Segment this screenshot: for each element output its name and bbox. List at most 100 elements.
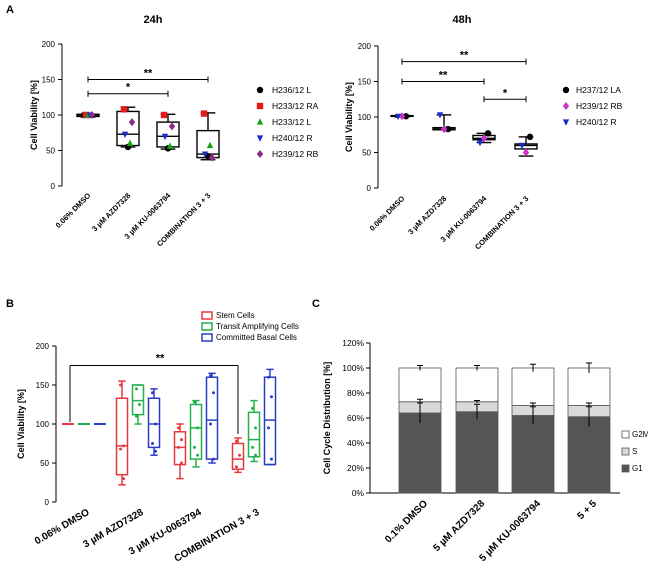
a48-data-point xyxy=(526,133,534,141)
a24-boxplot-box xyxy=(156,121,180,148)
b-data-point xyxy=(193,445,196,449)
c-bar-g1 xyxy=(567,416,611,494)
b-legend-label: Transit Amplifying Cells xyxy=(216,322,299,331)
a48-x-tick-label: 0.06% DMSO xyxy=(368,194,407,233)
a24-legend-marker xyxy=(256,135,264,142)
a24-significance-label: ** xyxy=(144,68,153,80)
a24-title: 24h xyxy=(144,14,163,26)
b-data-point xyxy=(235,465,238,469)
c-bar-g2m xyxy=(398,367,442,403)
b-boxplot-box xyxy=(247,411,261,458)
a48-data-point xyxy=(522,148,530,157)
a24-data-point xyxy=(161,133,169,141)
a48-y-tick-label: 200 xyxy=(358,42,372,51)
b-data-point xyxy=(119,447,122,451)
b-significance-label: ** xyxy=(156,353,165,365)
a24-data-point xyxy=(126,139,134,146)
a24-legend-label: H233/12 RA xyxy=(272,101,319,111)
a48-data-point xyxy=(402,113,410,120)
a48-y-axis-label: Cell Viability [%] xyxy=(344,82,354,152)
panel-label-a: A xyxy=(6,4,14,16)
b-y-tick-label: 150 xyxy=(36,381,50,390)
a24-data-point xyxy=(206,141,214,149)
b-boxplot-box xyxy=(231,442,245,470)
b-legend-label: Committed Basal Cells xyxy=(216,333,297,342)
b-data-point xyxy=(151,391,154,395)
a24-data-point xyxy=(82,111,90,119)
a48-y-tick-label: 0 xyxy=(367,184,372,193)
a48-data-point xyxy=(484,130,492,137)
b-legend-label: Stem Cells xyxy=(216,311,255,320)
c-legend-label: G2M xyxy=(632,430,648,439)
a48-legend-label: H239/12 RB xyxy=(576,101,623,111)
b-boxplot-box xyxy=(173,431,187,466)
c-legend-label: G1 xyxy=(632,464,643,473)
a24-x-tick-label: 3 µM AZD7328 xyxy=(90,191,132,233)
b-data-point xyxy=(270,395,273,399)
a48-data-point xyxy=(518,142,526,150)
b-data-point xyxy=(154,422,157,426)
b-legend-swatch xyxy=(201,311,213,320)
a24-data-point xyxy=(120,106,128,113)
b-data-point xyxy=(151,442,154,445)
b-data-point xyxy=(138,403,141,406)
b-data-point xyxy=(122,444,125,448)
b-data-point xyxy=(267,426,270,430)
a24-legend-label: H239/12 RB xyxy=(272,149,319,159)
c-y-tick-label: 80% xyxy=(347,388,364,398)
a48-x-tick-label: 3 µM AZD7328 xyxy=(406,194,448,236)
a48-data-point xyxy=(436,112,444,119)
a48-legend-label: H240/12 R xyxy=(576,117,617,127)
a24-significance-label: * xyxy=(126,82,131,94)
c-y-tick-label: 120% xyxy=(342,338,364,348)
b-boxplot-box xyxy=(147,397,161,449)
c-legend-swatch xyxy=(621,447,630,456)
c-legend-swatch xyxy=(621,430,630,439)
a24-data-point xyxy=(208,153,216,162)
b-y-tick-label: 200 xyxy=(36,342,50,351)
b-data-point xyxy=(119,383,122,387)
a48-legend-marker xyxy=(562,86,570,94)
a24-y-tick-label: 200 xyxy=(42,40,56,49)
b-boxplot-box xyxy=(263,376,277,466)
c-bar-g1 xyxy=(455,411,499,494)
c-y-axis-label: Cell Cycle Distribution [%] xyxy=(322,362,332,475)
a24-data-point xyxy=(201,151,209,158)
a24-data-point xyxy=(168,122,176,131)
a24-legend-label: H233/12 L xyxy=(272,117,311,127)
b-boxplot-box xyxy=(189,403,203,460)
a48-y-tick-label: 150 xyxy=(358,78,372,87)
a48-y-tick-label: 50 xyxy=(362,149,371,158)
a24-legend-marker xyxy=(256,150,264,158)
c-bar-g2m xyxy=(567,367,611,406)
b-data-point xyxy=(180,438,183,442)
a48-significance-label: * xyxy=(503,87,508,99)
a24-legend-label: H236/12 L xyxy=(272,85,311,95)
c-legend-label: S xyxy=(632,447,637,456)
c-x-tick-label: 5 µM AZD7328 xyxy=(432,498,488,554)
a24-data-point xyxy=(121,131,129,138)
b-data-point xyxy=(122,477,125,481)
a48-legend-label: H237/12 LA xyxy=(576,85,621,95)
b-data-point xyxy=(177,445,180,449)
a24-data-point xyxy=(128,118,136,127)
c-legend-swatch xyxy=(621,464,630,473)
a48-y-tick-label: 100 xyxy=(358,113,372,122)
a24-legend-marker xyxy=(256,86,264,94)
a24-data-point xyxy=(200,110,208,117)
c-y-tick-label: 40% xyxy=(347,438,364,448)
panel-label-b: B xyxy=(6,298,14,310)
a24-data-point xyxy=(166,142,174,149)
b-data-point xyxy=(251,406,254,410)
b-data-point xyxy=(270,457,273,461)
c-x-tick-label: 0.1% DMSO xyxy=(383,498,430,545)
b-data-point xyxy=(209,422,212,426)
c-y-tick-label: 20% xyxy=(347,463,364,473)
a24-y-tick-label: 50 xyxy=(46,147,55,156)
b-data-point xyxy=(135,414,138,418)
b-data-point xyxy=(154,449,157,453)
b-data-point xyxy=(196,453,199,457)
b-data-point xyxy=(238,453,241,457)
a48-data-point xyxy=(476,139,484,147)
